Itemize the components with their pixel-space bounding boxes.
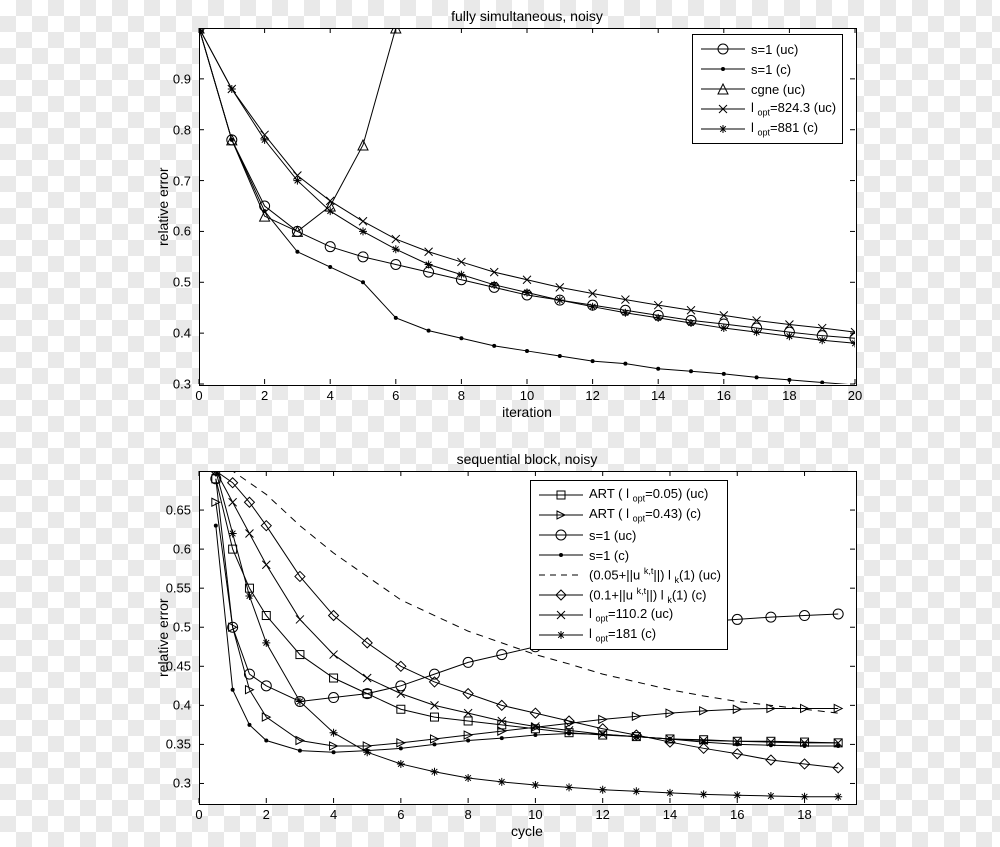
x-tick-label: 0 bbox=[195, 807, 202, 822]
x-tick-label: 0 bbox=[195, 388, 202, 403]
legend-label: l opt=181 (c) bbox=[589, 626, 656, 644]
x-tick-label: 12 bbox=[595, 807, 609, 822]
x-tick-label: 18 bbox=[782, 388, 796, 403]
y-tick-label: 0.3 bbox=[173, 776, 191, 791]
x-tick-label: 18 bbox=[797, 807, 811, 822]
y-tick-label: 0.65 bbox=[166, 503, 191, 518]
legend-label: (0.05+||u k,t||) l k(1) (uc) bbox=[589, 566, 721, 585]
legend-sample bbox=[537, 626, 585, 644]
x-tick-label: 4 bbox=[327, 388, 334, 403]
y-tick-label: 0.35 bbox=[166, 737, 191, 752]
x-tick-label: 16 bbox=[717, 388, 731, 403]
y-tick-label: 0.5 bbox=[173, 620, 191, 635]
y-tick-label: 0.55 bbox=[166, 581, 191, 596]
x-tick-label: 2 bbox=[263, 807, 270, 822]
x-tick-label: 8 bbox=[465, 807, 472, 822]
y-tick-label: 0.5 bbox=[173, 275, 191, 290]
y-tick-label: 0.6 bbox=[173, 224, 191, 239]
legend-row: (0.05+||u k,t||) l k(1) (uc) bbox=[537, 565, 721, 585]
x-tick-label: 6 bbox=[397, 807, 404, 822]
legend-label: s=1 (c) bbox=[589, 548, 629, 563]
x-tick-label: 20 bbox=[848, 388, 862, 403]
legend-sample bbox=[537, 526, 585, 544]
legend-row: l opt=110.2 (uc) bbox=[537, 605, 721, 625]
legend-row: l opt=181 (c) bbox=[537, 625, 721, 645]
y-tick-label: 0.6 bbox=[173, 542, 191, 557]
x-tick-label: 14 bbox=[651, 388, 665, 403]
x-tick-label: 12 bbox=[585, 388, 599, 403]
x-tick-label: 14 bbox=[663, 807, 677, 822]
legend-label: s=1 (uc) bbox=[589, 528, 636, 543]
x-tick-label: 6 bbox=[392, 388, 399, 403]
y-tick-label: 0.7 bbox=[173, 173, 191, 188]
legend-row: ART ( l opt=0.43) (c) bbox=[537, 505, 721, 525]
legend-sample bbox=[537, 546, 585, 564]
legend-sample bbox=[537, 566, 585, 584]
legend-row: (0.1+||u k,t||) l k(1) (c) bbox=[537, 585, 721, 605]
legend-sample bbox=[537, 486, 585, 504]
y-tick-label: 0.9 bbox=[173, 71, 191, 86]
x-tick-label: 8 bbox=[458, 388, 465, 403]
x-tick-label: 10 bbox=[520, 388, 534, 403]
x-tick-label: 16 bbox=[730, 807, 744, 822]
legend-label: (0.1+||u k,t||) l k(1) (c) bbox=[589, 586, 706, 605]
legend-row: s=1 (uc) bbox=[537, 525, 721, 545]
y-tick-label: 0.3 bbox=[173, 377, 191, 392]
y-tick-label: 0.4 bbox=[173, 326, 191, 341]
y-tick-label: 0.4 bbox=[173, 698, 191, 713]
legend-sample bbox=[537, 506, 585, 524]
y-tick-label: 0.8 bbox=[173, 122, 191, 137]
y-tick-label: 0.45 bbox=[166, 659, 191, 674]
legend-sample bbox=[537, 606, 585, 624]
legend-label: l opt=110.2 (uc) bbox=[589, 606, 673, 624]
x-tick-label: 2 bbox=[261, 388, 268, 403]
legend-label: ART ( l opt=0.43) (c) bbox=[589, 506, 701, 524]
x-tick-label: 10 bbox=[528, 807, 542, 822]
chart-svg-bottom bbox=[0, 0, 1000, 847]
legend-row: s=1 (c) bbox=[537, 545, 721, 565]
legend-sample bbox=[537, 586, 585, 604]
legend-row: ART ( l opt=0.05) (uc) bbox=[537, 485, 721, 505]
x-tick-label: 4 bbox=[330, 807, 337, 822]
legend-label: ART ( l opt=0.05) (uc) bbox=[589, 486, 708, 504]
legend-bottom: ART ( l opt=0.05) (uc) ART ( l opt=0.43) … bbox=[530, 480, 728, 650]
